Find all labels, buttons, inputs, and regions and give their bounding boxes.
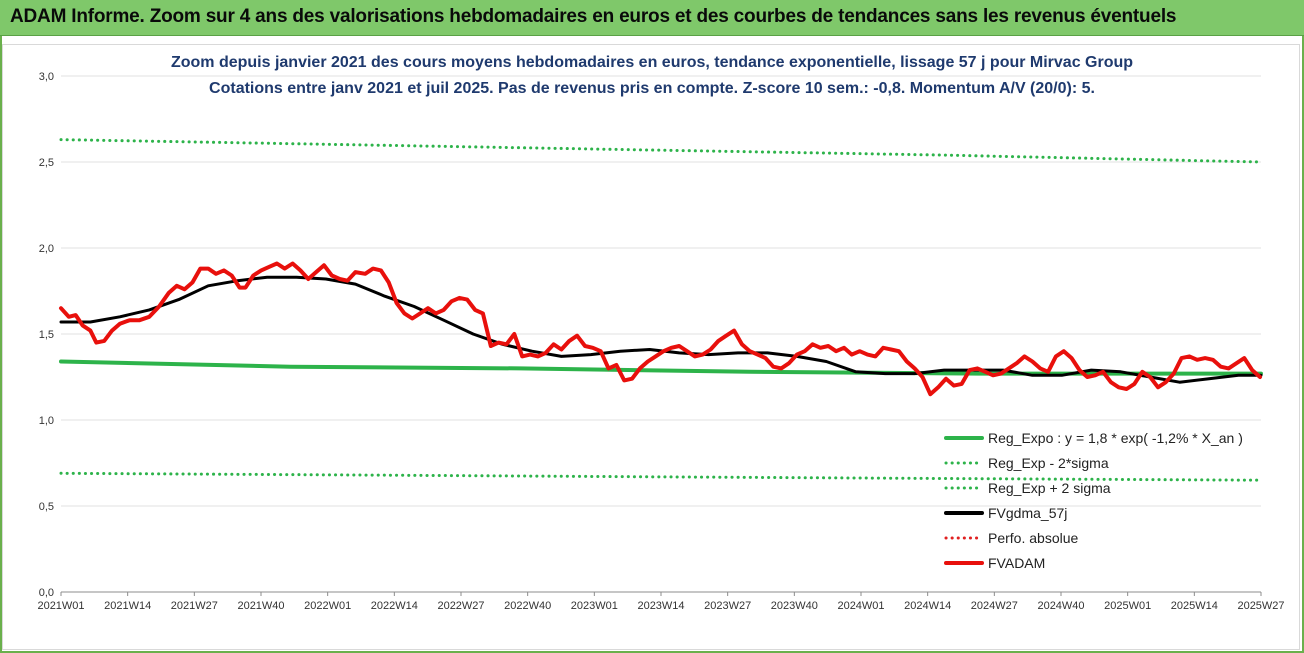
chart-area-border xyxy=(2,44,1300,650)
x-tick-label: 2023W01 xyxy=(571,600,618,612)
y-tick-label: 2,0 xyxy=(39,243,54,255)
x-tick-label: 2021W01 xyxy=(37,600,84,612)
y-tick-label: 3,0 xyxy=(39,71,54,83)
y-tick-label: 1,0 xyxy=(39,415,54,427)
series-line-reg_expo xyxy=(59,359,1263,376)
legend-entry: Reg_Exp + 2 sigma xyxy=(988,480,1111,496)
x-tick-label: 2024W27 xyxy=(971,600,1018,612)
x-tick-label: 2023W40 xyxy=(771,600,818,612)
x-tick-label: 2022W27 xyxy=(437,600,484,612)
x-tick-label: 2022W14 xyxy=(371,600,418,612)
banner-title: ADAM Informe. Zoom sur 4 ans des valoris… xyxy=(10,6,1177,27)
x-tick-label: 2025W01 xyxy=(1104,600,1151,612)
legend-entry: FVADAM xyxy=(988,555,1045,571)
x-tick-label: 2025W14 xyxy=(1171,600,1218,612)
y-tick-label: 2,5 xyxy=(39,157,54,169)
chart-title: Zoom depuis janvier 2021 des cours moyen… xyxy=(170,54,1134,71)
series-line-fvadam xyxy=(59,261,1262,397)
x-tick-label: 2024W14 xyxy=(904,600,951,612)
legend-entry: Reg_Expo : y = 1,8 * exp( -1,2% * X_an ) xyxy=(988,430,1243,446)
y-tick-label: 0,0 xyxy=(39,587,54,599)
x-tick-label: 2025W27 xyxy=(1237,600,1284,612)
x-tick-label: 2021W27 xyxy=(171,600,218,612)
y-tick-label: 1,5 xyxy=(39,329,54,341)
report-banner: ADAM Informe. Zoom sur 4 ans des valoris… xyxy=(0,0,1304,36)
legend-entry: FVgdma_57j xyxy=(988,505,1067,521)
series-line-reg_minus xyxy=(59,471,1263,482)
chart-subtitle: Cotations entre janv 2021 et juil 2025. … xyxy=(209,80,1095,97)
x-tick-label: 2022W01 xyxy=(304,600,351,612)
legend-entry: Perfo. absolue xyxy=(988,530,1078,546)
legend-entry: Reg_Exp - 2*sigma xyxy=(988,455,1109,471)
x-tick-label: 2023W14 xyxy=(637,600,684,612)
x-tick-label: 2021W40 xyxy=(237,600,284,612)
x-tick-label: 2024W40 xyxy=(1037,600,1084,612)
x-tick-label: 2022W40 xyxy=(504,600,551,612)
series-line-reg_plus xyxy=(59,138,1263,164)
y-tick-label: 0,5 xyxy=(39,501,54,513)
x-tick-label: 2021W14 xyxy=(104,600,151,612)
x-tick-label: 2023W27 xyxy=(704,600,751,612)
x-tick-label: 2024W01 xyxy=(837,600,884,612)
